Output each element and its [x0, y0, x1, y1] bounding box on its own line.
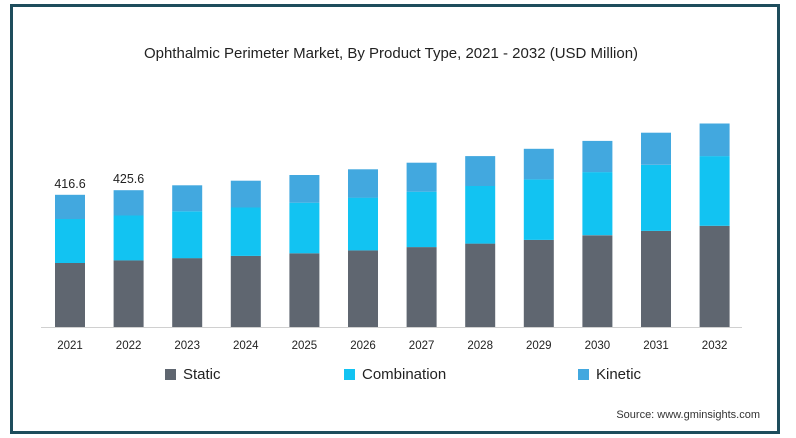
- bar-combination-2031: [641, 164, 671, 231]
- bar-kinetic-2029: [523, 148, 554, 180]
- bar-kinetic-2023: [172, 185, 203, 212]
- bar-static-2021: [55, 263, 85, 327]
- data-label-2021: 416.6: [54, 177, 85, 191]
- x-tick-label-2032: 2032: [702, 340, 728, 352]
- x-tick-label-2027: 2027: [409, 340, 435, 352]
- bar-static-2030: [582, 235, 613, 327]
- bar-combination-2026: [348, 197, 378, 251]
- x-tick-label-2026: 2026: [350, 340, 376, 352]
- bar-kinetic-2025: [289, 175, 320, 203]
- bar-static-2032: [699, 225, 730, 327]
- bar-kinetic-2030: [582, 140, 613, 173]
- bar-static-2029: [523, 239, 554, 327]
- bar-static-2031: [641, 230, 671, 327]
- bar-static-2026: [348, 250, 378, 327]
- bar-combination-2028: [465, 186, 496, 244]
- data-label-2022: 425.6: [113, 172, 144, 186]
- bar-static-2028: [465, 243, 496, 327]
- x-tick-label-2021: 2021: [57, 340, 83, 352]
- bar-combination-2022: [113, 215, 144, 261]
- bar-static-2023: [172, 258, 203, 327]
- chart-title: Ophthalmic Perimeter Market, By Product …: [143, 45, 639, 62]
- bar-static-2025: [289, 253, 320, 327]
- data-labels: 416.6 425.6: [54, 172, 144, 191]
- bar-combination-2023: [172, 211, 203, 259]
- legend-item-static: Static: [165, 366, 221, 383]
- x-tick-label-2022: 2022: [116, 340, 142, 352]
- bar-combination-2024: [230, 207, 261, 256]
- legend-swatch-combination: [344, 369, 355, 380]
- bar-combination-2029: [523, 179, 554, 240]
- bar-static-2027: [406, 247, 437, 327]
- x-tick-label-2024: 2024: [233, 340, 259, 352]
- legend-label-kinetic: Kinetic: [596, 366, 642, 383]
- legend-swatch-static: [165, 369, 176, 380]
- x-tick-label-2031: 2031: [643, 340, 669, 352]
- bar-kinetic-2024: [230, 180, 261, 208]
- bar-combination-2032: [699, 156, 730, 226]
- bar-kinetic-2031: [641, 132, 671, 165]
- bar-combination-2021: [55, 219, 85, 263]
- bar-static-2024: [230, 255, 261, 327]
- x-tick-label-2028: 2028: [467, 340, 493, 352]
- bar-kinetic-2021: [55, 194, 85, 219]
- legend-item-combination: Combination: [344, 366, 446, 383]
- bar-combination-2027: [406, 191, 437, 248]
- legend-label-static: Static: [183, 366, 221, 383]
- legend-item-kinetic: Kinetic: [578, 366, 641, 383]
- bar-kinetic-2028: [465, 156, 496, 186]
- legend-label-combination: Combination: [362, 366, 447, 383]
- x-tick-label-2023: 2023: [174, 340, 200, 352]
- x-tick-labels: 2021 2022 2023 2024 2025 2026 2027 2028 2029 2030…: [57, 340, 727, 352]
- legend: Static Combination Kinetic: [0, 366, 782, 388]
- bar-kinetic-2027: [406, 162, 437, 192]
- bar-combination-2030: [582, 172, 613, 236]
- bar-combination-2025: [289, 202, 320, 254]
- x-tick-label-2029: 2029: [526, 340, 552, 352]
- bar-static-2022: [113, 260, 144, 327]
- bars-group: [55, 123, 730, 327]
- bar-kinetic-2022: [113, 190, 144, 216]
- x-tick-label-2025: 2025: [292, 340, 318, 352]
- bar-kinetic-2026: [348, 169, 378, 198]
- source-note: Source: www.gminsights.com: [616, 409, 760, 421]
- legend-swatch-kinetic: [578, 369, 589, 380]
- bar-kinetic-2032: [699, 123, 730, 157]
- x-tick-label-2030: 2030: [585, 340, 611, 352]
